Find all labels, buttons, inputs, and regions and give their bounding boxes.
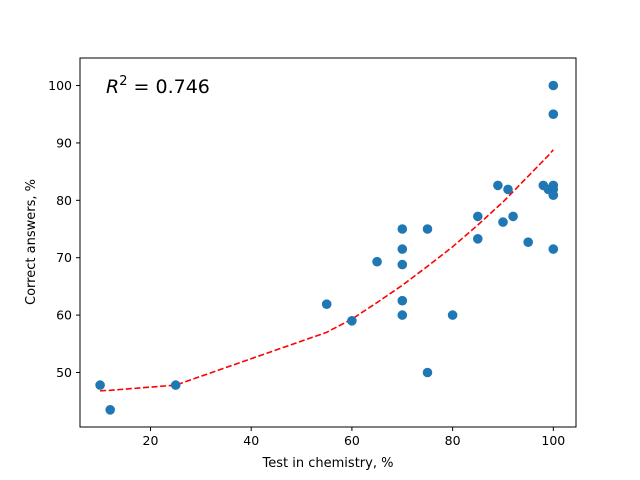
data-point [321, 299, 332, 310]
y-tick-label: 80 [56, 193, 72, 208]
plot-frame [79, 57, 577, 428]
y-tick-label: 90 [56, 135, 72, 150]
data-point [548, 190, 559, 200]
data-point [473, 234, 483, 244]
data-point [498, 217, 508, 227]
y-tick-label: 70 [56, 250, 72, 265]
r-squared-annotation: R2 = 0.746 [106, 74, 210, 98]
data-point [508, 211, 518, 222]
data-point [473, 211, 483, 222]
data-point [347, 316, 357, 326]
y-axis-label: Correct answers, % [24, 179, 39, 305]
x-axis-label: Test in chemistry, % [262, 456, 394, 471]
y-tick-label: 60 [56, 308, 72, 323]
data-point [548, 244, 559, 254]
data-point [105, 405, 115, 415]
data-point [170, 380, 181, 390]
data-point [548, 80, 559, 91]
r-squared-symbol: R [106, 76, 119, 98]
data-points [95, 80, 559, 415]
x-axis-ticks: 20 40 60 80 100 [143, 427, 565, 448]
r-squared-exponent: 2 [119, 74, 127, 89]
data-point [422, 224, 433, 234]
trend-line [100, 149, 554, 392]
data-point [397, 259, 408, 270]
y-tick-label: 50 [56, 365, 72, 380]
data-point [503, 184, 513, 195]
data-point [372, 256, 382, 267]
x-tick-label: 100 [541, 433, 565, 448]
y-tick-label: 100 [48, 78, 72, 93]
r-squared-equals: = [127, 76, 155, 98]
data-point [397, 295, 408, 306]
x-tick-label: 80 [445, 433, 461, 448]
trend-line-layer [100, 149, 554, 392]
x-tick-label: 60 [344, 433, 360, 448]
data-point [523, 237, 533, 247]
x-tick-label: 20 [143, 433, 159, 448]
data-point [95, 380, 105, 390]
data-point [397, 224, 408, 234]
x-tick-label: 40 [243, 433, 259, 448]
r-squared-value: 0.746 [155, 76, 209, 98]
data-point [548, 109, 559, 119]
data-point [422, 367, 433, 378]
data-point [493, 180, 503, 191]
y-axis-ticks: 50 60 70 80 90 100 [48, 78, 80, 380]
data-point [397, 244, 408, 254]
data-point [397, 310, 408, 320]
data-point [447, 310, 458, 320]
